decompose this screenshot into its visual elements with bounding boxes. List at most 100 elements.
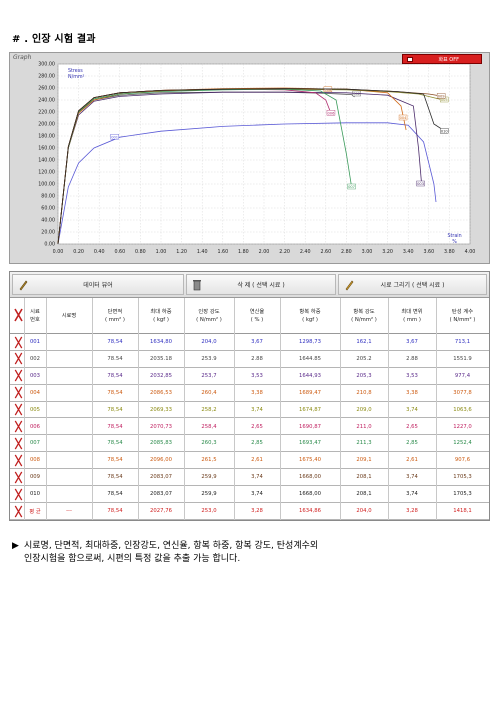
table-row[interactable]: 002 78.54 2035.18 253.9 2.88 1644.85 205.2 2.88…: [10, 351, 489, 368]
cell-yield-load: 1668,00: [299, 491, 321, 498]
col-divider: [92, 298, 93, 520]
y-tick-label: 140.00: [38, 158, 55, 164]
cell-max-disp: 3,74: [406, 491, 418, 498]
delete-x-icon[interactable]: [14, 420, 23, 433]
x-tick-label: 2.40: [300, 249, 311, 255]
cell-modulus: 1252,4: [453, 440, 472, 447]
cell-yield-load: 1634,86: [299, 508, 321, 514]
cell-yield-strength: 205,3: [356, 372, 372, 379]
cell-area: 78.54: [107, 355, 123, 362]
cell-max-load: 2032,85: [150, 372, 172, 379]
cell-area: 78,54: [107, 508, 123, 514]
col-sample-name: 시료명: [61, 313, 77, 319]
cell-max-load: 2070,73: [150, 423, 172, 430]
cell-elongation: 2,61: [251, 457, 263, 464]
delete-x-icon[interactable]: [14, 352, 23, 365]
col-yield-load: 항복 하중 ( kgf ): [299, 309, 321, 323]
footnote-line-1: 시료명, 단면적, 최대하중, 인장강도, 연신율, 항복 하중, 항복 강도,…: [24, 541, 319, 551]
data-viewer-button[interactable]: 데이터 뷰어: [12, 274, 184, 295]
cell-sample-no: 002: [29, 355, 41, 362]
table-row[interactable]: 005 78,54 2069,33 258,2 3,74 1674,87 209,0 3,74…: [10, 402, 489, 419]
cell-area: 78,54: [107, 491, 123, 498]
cell-sample-name: [46, 469, 92, 485]
delete-selected-label: 삭 제 ( 선택 시료 ): [237, 282, 285, 289]
cell-sample-name: [46, 435, 92, 451]
pencil-icon: [19, 280, 28, 291]
cell-yield-strength: 211,0: [356, 423, 372, 430]
draw-selected-button[interactable]: 시료 그리기 ( 선택 시료 ): [338, 274, 487, 295]
table-row[interactable]: 009 78,54 2083,07 259,9 3,74 1668,00 208,1 3,74…: [10, 469, 489, 487]
cell-modulus: 977,4: [454, 372, 471, 379]
table-row[interactable]: 003 78,54 2032,85 253,7 3,53 1644,93 205,3 3,53…: [10, 368, 489, 385]
series-tag-box: [110, 133, 119, 140]
delete-x-icon[interactable]: [14, 336, 23, 349]
stress-strain-chart: 0.00 0.20 0.40 0.60 0.80 1.00 1.20 1.40 1.60 1.80…: [38, 62, 475, 255]
table-row[interactable]: 001 78,54 1634,80 204,0 3,67 1298,73 162,1 3,67…: [10, 334, 489, 351]
col-divider: [138, 298, 139, 520]
bullet-arrow-icon: ▶: [12, 541, 19, 551]
delete-x-icon[interactable]: [14, 505, 23, 518]
results-table: 데이터 뷰어 삭 제 ( 선택 시료 ) 시료 그리기 ( 선택 시료 ) 시료…: [9, 271, 490, 521]
cell-sample-no: 005: [29, 406, 41, 413]
cell-yield-strength: 208,1: [356, 491, 372, 498]
x-tick-label: 2.20: [279, 249, 290, 255]
cell-sample-name: [46, 368, 92, 384]
cell-modulus: 3077,8: [453, 389, 472, 396]
series-tag-box: [436, 93, 446, 99]
cell-max-disp: 3,38: [406, 389, 418, 396]
table-row[interactable]: 008 78,54 2096,00 261,5 2,61 1675,40 209,1 2,61…: [10, 452, 489, 470]
cell-max-load: 2069,33: [150, 406, 172, 413]
cell-tensile: 258,4: [201, 423, 217, 430]
cell-elongation: 2.88: [251, 355, 263, 362]
y-tick-label: 120.00: [38, 170, 55, 176]
cell-max-load: 2086,53: [150, 389, 172, 396]
graph-panel: 0.00 0.20 0.40 0.60 0.80 1.00 1.20 1.40 1.60 1.80…: [9, 52, 490, 264]
delete-x-icon[interactable]: [14, 454, 23, 467]
x-tick-label: 2.60: [320, 249, 331, 255]
table-row[interactable]: 006 78,54 2070,73 258,4 2,65 1690,87 211,0 2,65…: [10, 419, 489, 436]
x-axis-unit: %: [452, 239, 457, 245]
col-divider: [280, 298, 281, 520]
cell-max-disp: 2,65: [406, 423, 418, 430]
delete-x-icon[interactable]: [14, 386, 23, 399]
table-toolbar: 데이터 뷰어 삭 제 ( 선택 시료 ) 시료 그리기 ( 선택 시료 ): [10, 272, 489, 298]
cell-max-load: 2035.18: [150, 355, 172, 362]
delete-x-icon[interactable]: [14, 488, 23, 501]
series-tag-label: 009: [438, 95, 446, 99]
table-row[interactable]: 004 78,54 2086,53 260,4 3,38 1689,47 210,8 3,38…: [10, 385, 489, 402]
delete-selected-button[interactable]: 삭 제 ( 선택 시료 ): [186, 274, 336, 295]
cell-max-disp: 2.88: [406, 355, 418, 362]
cell-yield-load: 1298,73: [299, 339, 321, 345]
cell-sample-no: 010: [29, 491, 41, 498]
cell-area: 78,54: [107, 440, 123, 447]
y-tick-label: 60.00: [41, 206, 55, 212]
x-tick-label: 0.80: [135, 249, 146, 255]
cell-max-load: 2085,83: [150, 440, 172, 447]
cell-sample-name: [46, 385, 92, 401]
col-modulus: 탄성 계수 ( N/mm² ): [449, 309, 476, 323]
table-row[interactable]: 007 78,54 2085,83 260,3 2,85 1693,47 211,3 2,85…: [10, 435, 489, 453]
trash-icon: [193, 280, 201, 291]
cell-yield-strength: 211,3: [356, 440, 372, 447]
cell-elongation: 3,67: [251, 339, 263, 345]
delete-x-icon[interactable]: [14, 308, 23, 322]
y-tick-label: 20.00: [41, 230, 55, 236]
delete-x-icon[interactable]: [14, 437, 23, 450]
cell-sample-no: 009: [29, 474, 41, 481]
cell-max-disp: 3,28: [406, 508, 418, 514]
series-tag-label: 002: [353, 92, 360, 96]
table-row[interactable]: 평 균 --- 78,54 2027,76 253,0 3,28 1634,86 204,0 3…: [10, 503, 489, 520]
y-tick-label: 300.00: [38, 62, 55, 68]
cell-sample-name: [46, 402, 92, 418]
delete-x-icon[interactable]: [14, 369, 23, 382]
cell-yield-strength: 204,0: [356, 508, 372, 514]
cell-yield-load: 1675,40: [299, 457, 321, 464]
window-icon: [407, 57, 413, 62]
delete-x-icon[interactable]: [14, 403, 23, 416]
table-row[interactable]: 010 78,54 2083,07 259,9 3,74 1668,00 208,1 3,74…: [10, 486, 489, 503]
col-max-load: 최대 하중 ( kgf ): [150, 309, 172, 323]
graph-off-button[interactable]: 화표 OFF: [402, 54, 482, 64]
cell-sample-name: [46, 486, 92, 502]
y-tick-label: 40.00: [41, 218, 55, 224]
delete-x-icon[interactable]: [14, 471, 23, 484]
